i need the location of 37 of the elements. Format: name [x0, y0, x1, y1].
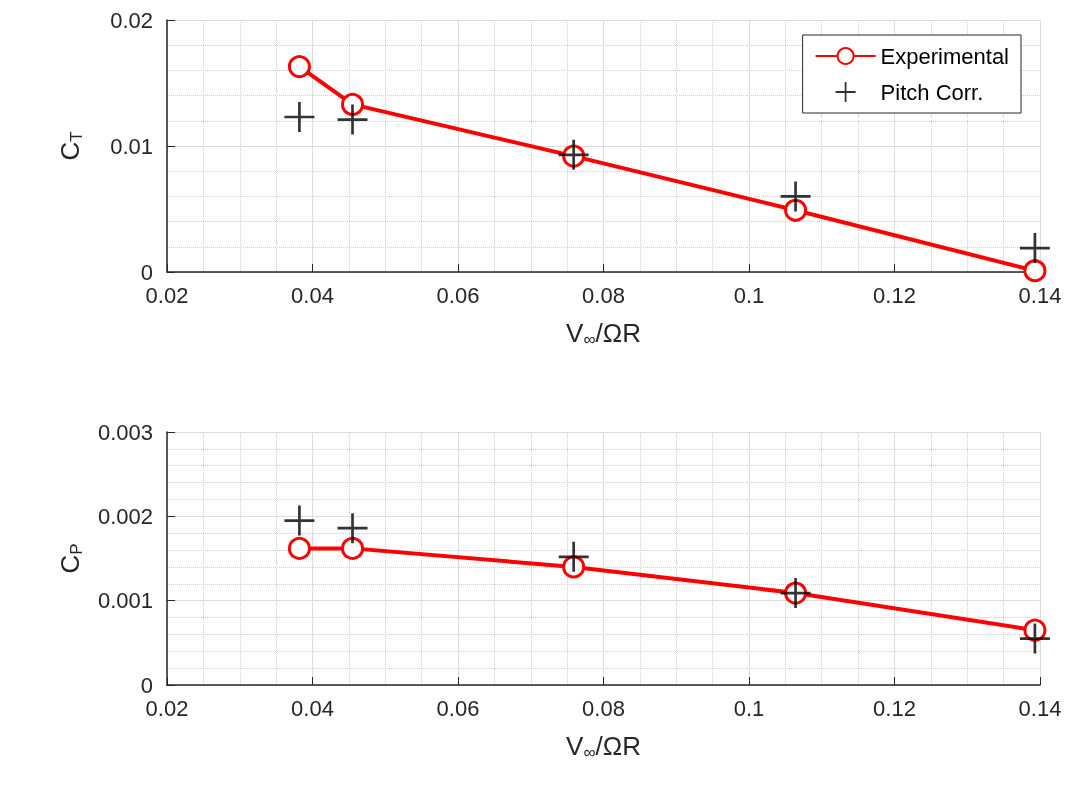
x-tick-label: 0.1 [733, 282, 765, 308]
point [780, 181, 811, 212]
point [558, 541, 589, 572]
legend-label: Experimental [880, 43, 1009, 69]
x-tick-label: 0.04 [291, 695, 334, 721]
y-tick-label: 0.002 [97, 503, 153, 529]
x-tick-label: 0.12 [873, 695, 916, 721]
point [287, 55, 311, 79]
x-tick-label: 0.08 [582, 695, 625, 721]
x-axis-title: V∞/ΩR [566, 317, 641, 349]
x-tick-label: 0.04 [291, 282, 334, 308]
x-axis-title: V∞/ΩR [566, 730, 641, 762]
x-tick-label: 0.06 [436, 695, 480, 721]
y-tick-label: 0 [140, 672, 153, 698]
point [284, 102, 315, 133]
x-tick-label: 0.12 [873, 282, 916, 308]
x-tick-label: 0.14 [1018, 282, 1062, 308]
y-tick-label: 0.003 [97, 419, 153, 445]
y-tick-label: 0.001 [97, 588, 153, 614]
x-tick-label: 0.14 [1018, 695, 1062, 721]
y-tick-label: 0 [140, 259, 153, 285]
point [337, 104, 368, 135]
legend-label: Pitch Corr. [880, 79, 984, 105]
point [337, 513, 368, 544]
point [341, 536, 365, 560]
x-tick-label: 0.08 [582, 282, 625, 308]
point [1023, 259, 1047, 283]
x-tick-label: 0.1 [733, 695, 765, 721]
y-axis-title: CP [54, 543, 86, 574]
x-tick-label: 0.06 [436, 282, 480, 308]
point [1019, 623, 1050, 654]
y-tick-label: 0.02 [110, 7, 153, 33]
point [284, 505, 315, 536]
y-axis-title: CT [54, 131, 86, 161]
point [341, 92, 365, 116]
point [287, 536, 311, 560]
y-tick-label: 0.01 [110, 133, 153, 159]
